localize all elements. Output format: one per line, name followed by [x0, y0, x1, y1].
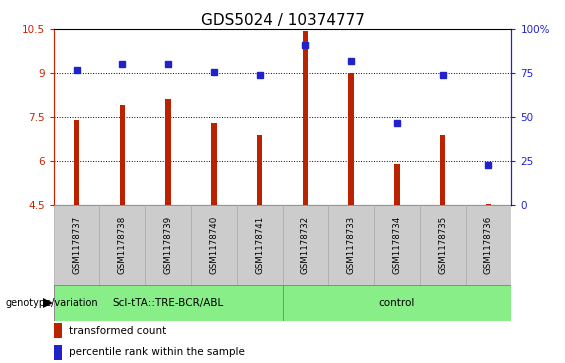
- Bar: [303, 30, 308, 205]
- Bar: [282, 285, 511, 321]
- Bar: [440, 135, 445, 205]
- Text: GSM1178740: GSM1178740: [210, 216, 218, 274]
- Text: GSM1178741: GSM1178741: [255, 216, 264, 274]
- Bar: [74, 120, 79, 205]
- Bar: [394, 164, 399, 205]
- Text: GSM1178737: GSM1178737: [72, 216, 81, 274]
- Bar: [54, 285, 282, 321]
- Text: control: control: [379, 298, 415, 308]
- Text: GSM1178735: GSM1178735: [438, 216, 447, 274]
- Bar: [282, 205, 328, 285]
- Text: GSM1178733: GSM1178733: [347, 216, 355, 274]
- Bar: [191, 205, 237, 285]
- Text: GSM1178734: GSM1178734: [393, 216, 401, 274]
- Text: percentile rank within the sample: percentile rank within the sample: [69, 347, 245, 357]
- Title: GDS5024 / 10374777: GDS5024 / 10374777: [201, 13, 364, 28]
- Text: GSM1178739: GSM1178739: [164, 216, 172, 274]
- Text: GSM1178738: GSM1178738: [118, 216, 127, 274]
- Bar: [99, 205, 145, 285]
- Text: transformed count: transformed count: [69, 326, 166, 336]
- Bar: [349, 73, 354, 205]
- Bar: [420, 205, 466, 285]
- Bar: [328, 205, 374, 285]
- Bar: [466, 205, 511, 285]
- Text: Scl-tTA::TRE-BCR/ABL: Scl-tTA::TRE-BCR/ABL: [112, 298, 224, 308]
- Bar: [166, 99, 171, 205]
- Bar: [54, 323, 62, 338]
- Bar: [145, 205, 191, 285]
- Bar: [257, 135, 262, 205]
- Bar: [486, 204, 491, 205]
- Bar: [54, 205, 99, 285]
- Bar: [374, 205, 420, 285]
- Bar: [54, 345, 62, 360]
- Text: GSM1178736: GSM1178736: [484, 216, 493, 274]
- Bar: [211, 123, 216, 205]
- Text: GSM1178732: GSM1178732: [301, 216, 310, 274]
- Bar: [120, 105, 125, 205]
- Text: genotype/variation: genotype/variation: [6, 298, 98, 308]
- Bar: [237, 205, 282, 285]
